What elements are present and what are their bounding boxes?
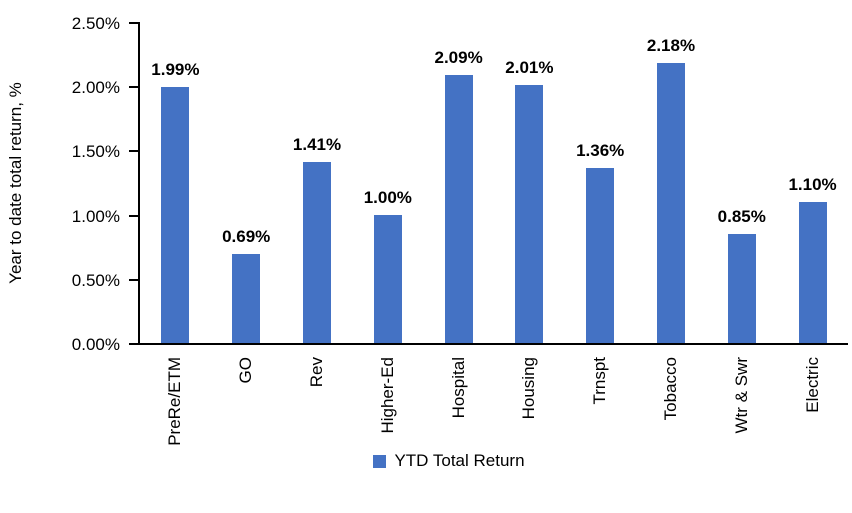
bar: [373, 214, 402, 343]
bar-column: 0.85%: [706, 22, 777, 343]
bar-column: 1.36%: [565, 22, 636, 343]
bar-value-label: 1.99%: [151, 60, 200, 80]
bar-value-label: 2.09%: [434, 47, 483, 67]
x-axis-category-label: Housing: [519, 357, 539, 420]
x-axis-category-cell: PreRe/ETM: [140, 349, 211, 457]
y-axis-tick-label: 1.50%: [71, 142, 120, 162]
y-axis-tick: [129, 343, 138, 345]
bar: [727, 233, 756, 343]
x-axis-category-label: Electric: [802, 357, 822, 413]
y-axis-tick-label: 2.50%: [71, 14, 120, 33]
x-axis-category-label: Wtr & Swr: [731, 357, 751, 434]
legend-label: YTD Total Return: [394, 451, 525, 470]
x-axis-category-label: Rev: [306, 357, 326, 388]
y-axis-tick-label: 1.00%: [71, 206, 120, 226]
bar: [232, 254, 261, 343]
bar: [586, 168, 615, 343]
bar-column: 1.00%: [352, 22, 423, 343]
legend: YTD Total Return: [0, 452, 852, 470]
bar-column: 1.41%: [282, 22, 353, 343]
plot-area: 1.99% 0.69% 1.41% 1.00% 2.09% 2.01% 1.36% 2.18%…: [129, 22, 848, 345]
bar-column: 1.99%: [140, 22, 211, 343]
bar-column: 2.01%: [494, 22, 565, 343]
x-axis-category-label: Tobacco: [660, 357, 680, 421]
x-axis-category-cell: Trnspt: [565, 349, 636, 457]
bar-column: 1.10%: [777, 22, 848, 343]
bar-value-label: 2.18%: [646, 36, 696, 56]
bar: [444, 74, 473, 343]
y-axis-tick: [129, 278, 138, 281]
x-axis-category-cell: Tobacco: [636, 349, 707, 457]
x-axis-category-label: Hospital: [448, 357, 468, 419]
bar-value-label: 2.01%: [505, 57, 554, 77]
bar-column: 2.18%: [636, 22, 707, 343]
x-axis-category-label: Higher-Ed: [377, 357, 397, 434]
y-axis-tick: [129, 86, 138, 89]
bar: [656, 63, 685, 343]
x-axis-labels: PreRe/ETM GO Rev Higher-Ed Hospital Housing Tr…: [140, 349, 848, 457]
bars-group: 1.99% 0.69% 1.41% 1.00% 2.09% 2.01% 1.36% 2.18%…: [140, 22, 848, 343]
y-axis-tick-label: 0.50%: [71, 270, 120, 290]
x-axis-category-cell: Housing: [494, 349, 565, 457]
x-axis-category-cell: Electric: [777, 349, 848, 457]
x-axis-category-cell: GO: [211, 349, 282, 457]
y-axis-tick-label: 0.00%: [71, 335, 120, 354]
x-axis-category-cell: Hospital: [423, 349, 494, 457]
x-axis-category-label: Trnspt: [590, 357, 610, 405]
bar-column: 0.69%: [211, 22, 282, 343]
bar: [161, 87, 190, 343]
bar-value-label: 1.41%: [292, 134, 342, 154]
bar-value-label: 1.36%: [576, 141, 625, 161]
y-axis-tick: [129, 150, 138, 153]
x-axis-category-cell: Higher-Ed: [352, 349, 423, 457]
x-axis-category-label: GO: [236, 357, 256, 384]
bar-value-label: 0.69%: [222, 227, 271, 247]
bar: [515, 84, 544, 343]
y-axis-tick: [129, 214, 138, 217]
bar-value-label: 1.10%: [788, 174, 837, 194]
bar-value-label: 0.85%: [717, 206, 766, 226]
x-axis-category-cell: Rev: [282, 349, 353, 457]
y-axis-title: Year to date total return, %: [6, 82, 25, 284]
y-axis-tick: [129, 22, 138, 24]
y-axis-tick-label: 2.00%: [71, 78, 120, 98]
x-axis-category-label: PreRe/ETM: [165, 357, 185, 446]
legend-swatch-icon: [373, 454, 387, 468]
bar: [302, 161, 331, 343]
bar-column: 2.09%: [423, 22, 494, 343]
x-axis-category-cell: Wtr & Swr: [706, 349, 777, 457]
bar-value-label: 1.00%: [363, 187, 412, 207]
bar: [798, 201, 827, 343]
